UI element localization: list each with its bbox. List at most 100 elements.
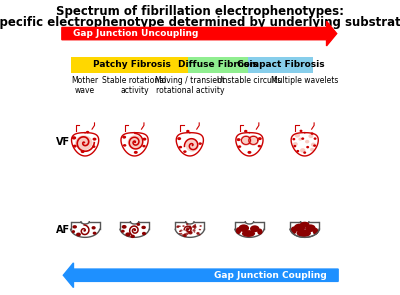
- Ellipse shape: [248, 136, 258, 145]
- Ellipse shape: [182, 234, 185, 236]
- Ellipse shape: [242, 230, 255, 237]
- Ellipse shape: [194, 224, 196, 225]
- Ellipse shape: [236, 138, 240, 141]
- Ellipse shape: [177, 137, 181, 140]
- Ellipse shape: [310, 148, 314, 151]
- Ellipse shape: [313, 228, 318, 235]
- Ellipse shape: [194, 226, 197, 228]
- Ellipse shape: [183, 150, 187, 153]
- Ellipse shape: [199, 229, 200, 230]
- Ellipse shape: [186, 227, 189, 230]
- Ellipse shape: [292, 138, 295, 140]
- Ellipse shape: [194, 231, 195, 233]
- Text: Specific electrophenotype determined by underlying substrate: Specific electrophenotype determined by …: [0, 16, 400, 29]
- Ellipse shape: [72, 230, 75, 233]
- Ellipse shape: [75, 135, 92, 150]
- Ellipse shape: [134, 141, 136, 143]
- Ellipse shape: [294, 224, 305, 232]
- Ellipse shape: [193, 225, 196, 227]
- Ellipse shape: [300, 130, 302, 132]
- Ellipse shape: [123, 144, 126, 147]
- Ellipse shape: [92, 226, 96, 230]
- Text: Multiple wavelets: Multiple wavelets: [271, 76, 338, 85]
- Ellipse shape: [198, 142, 202, 145]
- Ellipse shape: [142, 138, 146, 141]
- Ellipse shape: [76, 232, 81, 236]
- Text: Diffuse Fibrosis: Diffuse Fibrosis: [178, 60, 258, 70]
- Ellipse shape: [313, 144, 316, 147]
- Text: AF: AF: [56, 225, 70, 235]
- Text: Mother
wave: Mother wave: [72, 76, 99, 95]
- Ellipse shape: [236, 227, 241, 234]
- Text: Compact Fibrosis: Compact Fibrosis: [237, 60, 324, 70]
- Ellipse shape: [258, 137, 262, 140]
- Ellipse shape: [184, 235, 187, 237]
- Ellipse shape: [176, 226, 179, 228]
- Ellipse shape: [296, 150, 299, 152]
- Ellipse shape: [308, 134, 313, 138]
- Ellipse shape: [93, 232, 96, 235]
- Ellipse shape: [136, 223, 140, 226]
- Ellipse shape: [187, 232, 189, 233]
- Text: Moving / transient
rotational activity: Moving / transient rotational activity: [155, 76, 225, 95]
- Ellipse shape: [296, 229, 311, 237]
- Ellipse shape: [186, 139, 199, 152]
- Ellipse shape: [305, 224, 316, 232]
- Ellipse shape: [238, 145, 241, 148]
- Ellipse shape: [189, 227, 192, 230]
- FancyArrow shape: [63, 263, 338, 288]
- Ellipse shape: [294, 133, 300, 138]
- Ellipse shape: [300, 222, 310, 227]
- Ellipse shape: [190, 231, 192, 233]
- Ellipse shape: [303, 151, 306, 154]
- Ellipse shape: [306, 146, 309, 148]
- Ellipse shape: [293, 142, 298, 146]
- Ellipse shape: [128, 135, 142, 149]
- Ellipse shape: [92, 145, 96, 148]
- Ellipse shape: [192, 229, 196, 232]
- Ellipse shape: [179, 226, 181, 227]
- Ellipse shape: [200, 229, 201, 230]
- Ellipse shape: [142, 145, 146, 148]
- Ellipse shape: [92, 138, 96, 141]
- Ellipse shape: [199, 234, 201, 235]
- Ellipse shape: [179, 233, 180, 234]
- Text: Patchy Fibrosis: Patchy Fibrosis: [94, 60, 171, 70]
- Ellipse shape: [184, 234, 186, 235]
- FancyArrow shape: [62, 21, 337, 46]
- Ellipse shape: [179, 146, 182, 148]
- Ellipse shape: [189, 225, 191, 227]
- Text: VF: VF: [56, 137, 70, 147]
- Ellipse shape: [180, 233, 182, 235]
- Ellipse shape: [189, 232, 192, 235]
- Ellipse shape: [238, 224, 249, 232]
- Ellipse shape: [73, 145, 77, 148]
- Ellipse shape: [257, 229, 262, 235]
- Ellipse shape: [186, 223, 188, 225]
- Ellipse shape: [72, 136, 76, 140]
- Ellipse shape: [179, 230, 181, 232]
- Ellipse shape: [185, 229, 188, 232]
- Ellipse shape: [81, 150, 85, 153]
- Ellipse shape: [121, 230, 125, 233]
- Ellipse shape: [185, 232, 188, 235]
- Ellipse shape: [196, 232, 199, 235]
- Text: Gap Junction Coupling: Gap Junction Coupling: [214, 271, 326, 280]
- Ellipse shape: [125, 232, 130, 237]
- Ellipse shape: [311, 132, 314, 135]
- Ellipse shape: [200, 225, 202, 227]
- Text: Stable rotational
activity: Stable rotational activity: [102, 76, 167, 95]
- Ellipse shape: [300, 148, 306, 153]
- Ellipse shape: [177, 225, 180, 227]
- Ellipse shape: [122, 136, 126, 139]
- Ellipse shape: [250, 225, 260, 232]
- Ellipse shape: [182, 225, 185, 227]
- Ellipse shape: [305, 140, 309, 143]
- Ellipse shape: [301, 137, 304, 140]
- Ellipse shape: [298, 137, 302, 141]
- FancyBboxPatch shape: [76, 57, 188, 73]
- Ellipse shape: [141, 226, 146, 229]
- Ellipse shape: [186, 130, 190, 132]
- FancyBboxPatch shape: [70, 57, 76, 73]
- Ellipse shape: [194, 228, 196, 229]
